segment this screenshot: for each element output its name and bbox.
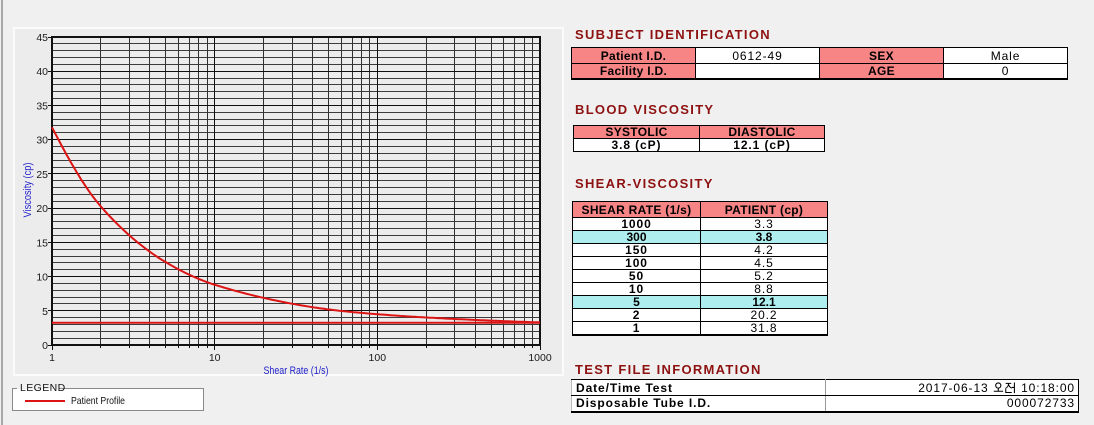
svg-text:Viscosity (cp): Viscosity (cp) <box>22 163 34 218</box>
svg-text:1: 1 <box>49 352 55 364</box>
svg-text:100: 100 <box>369 352 387 364</box>
svg-text:10: 10 <box>36 272 48 284</box>
svg-text:10: 10 <box>209 352 221 364</box>
svg-text:20: 20 <box>36 203 48 215</box>
svg-text:40: 40 <box>36 66 48 78</box>
svg-text:45: 45 <box>36 32 48 44</box>
svg-text:1000: 1000 <box>528 352 552 364</box>
svg-text:0: 0 <box>42 340 48 352</box>
svg-text:35: 35 <box>36 100 48 112</box>
svg-text:Patient Profile: Patient Profile <box>71 395 125 407</box>
svg-text:30: 30 <box>36 135 48 147</box>
svg-text:Shear Rate (1/s): Shear Rate (1/s) <box>264 365 329 377</box>
svg-text:5: 5 <box>42 306 48 318</box>
svg-text:15: 15 <box>36 237 48 249</box>
svg-text:25: 25 <box>36 169 48 181</box>
